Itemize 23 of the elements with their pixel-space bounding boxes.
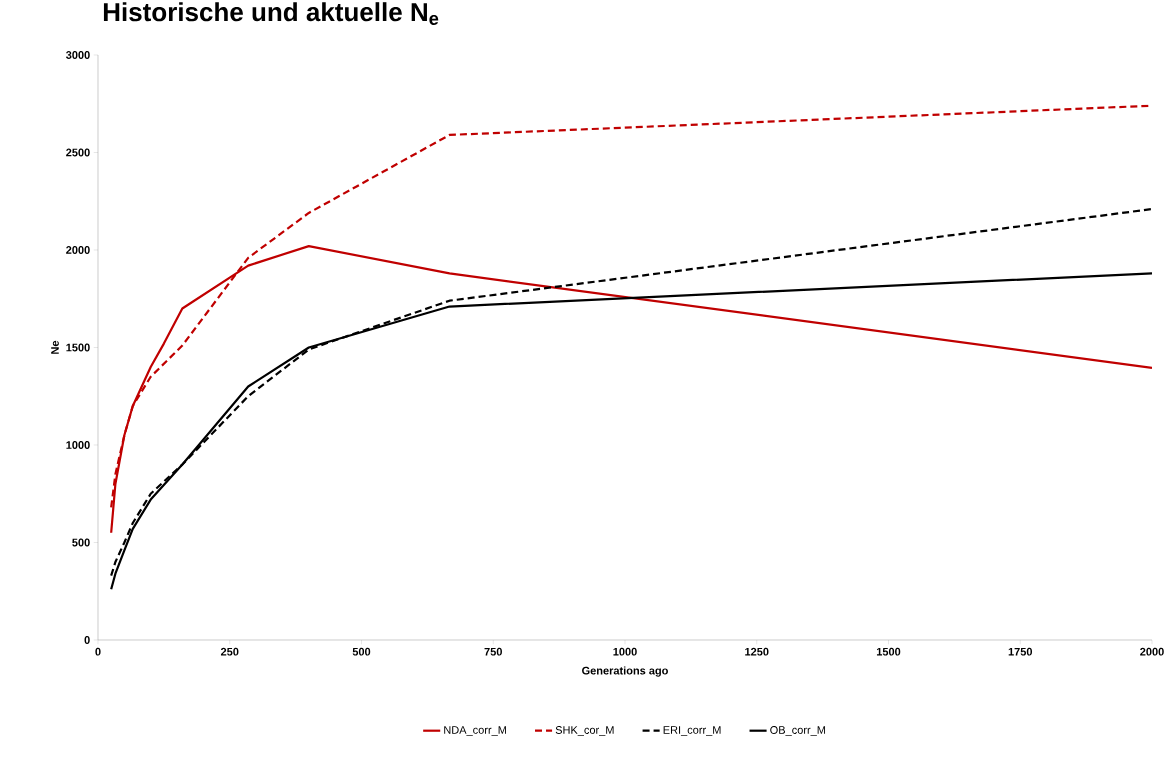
y-tick-label: 1000 xyxy=(66,441,90,449)
y-tick-label: 0 xyxy=(84,636,90,644)
x-tick-label: 1750 xyxy=(1008,647,1033,656)
legend-label: ERI_corr_M xyxy=(663,726,721,736)
x-tick-label: 250 xyxy=(220,647,239,656)
y-tick-label: 2500 xyxy=(66,148,90,157)
legend-label: NDA_corr_M xyxy=(444,726,506,736)
chart-title: Historische und aktuelle N$_{e}$ xyxy=(103,2,439,25)
x-tick-label: 500 xyxy=(352,647,371,656)
y-axis-title: Ne xyxy=(51,340,59,354)
x-tick-label: 750 xyxy=(484,647,502,656)
legend-label: OB_corr_M xyxy=(770,726,826,736)
x-tick-label: 1000 xyxy=(613,647,637,656)
y-tick-label: 1500 xyxy=(66,343,90,352)
x-tick-label: 0 xyxy=(95,647,101,656)
y-tick-label: 2000 xyxy=(66,246,90,254)
x-axis-title: Generations ago xyxy=(582,666,668,677)
x-tick-label: 1500 xyxy=(876,647,901,656)
x-tick-label: 2000 xyxy=(1140,647,1164,656)
legend-label: SHK_cor_M xyxy=(555,726,614,736)
y-tick-label: 500 xyxy=(72,538,90,547)
y-tick-label: 3000 xyxy=(65,51,90,59)
x-tick-label: 1250 xyxy=(745,647,769,656)
